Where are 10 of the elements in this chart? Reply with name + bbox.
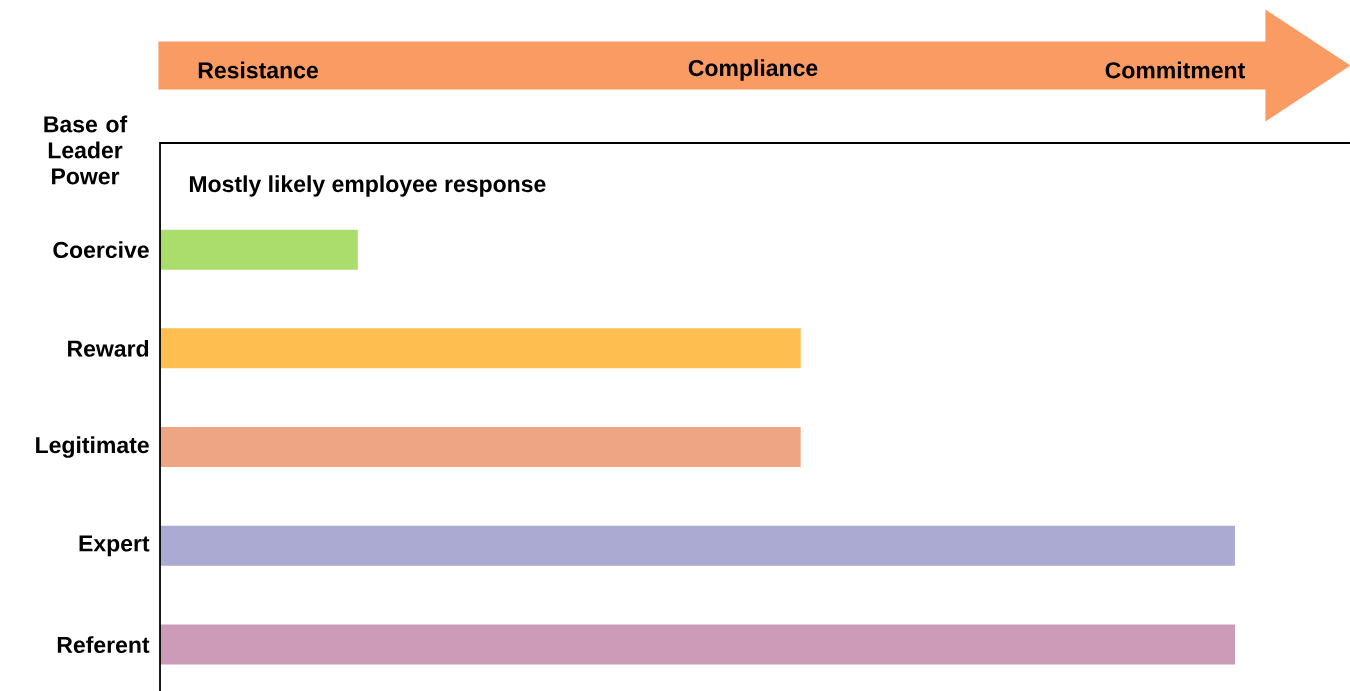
text: Commitment [1105, 61, 1245, 79]
text: Compliance [688, 59, 818, 81]
y-tick-label: Legitimate [36, 436, 149, 458]
y-tick-label: Referent [57, 636, 150, 654]
y-tick-label: Coercive [53, 241, 149, 259]
text: Resistance [198, 61, 318, 79]
y-axis-title: Base of Leader Power [44, 115, 128, 185]
text: Mostly likely employee response [189, 175, 546, 197]
y-tick-label: Reward [68, 339, 149, 357]
y-tick-label: Expert [79, 535, 150, 557]
